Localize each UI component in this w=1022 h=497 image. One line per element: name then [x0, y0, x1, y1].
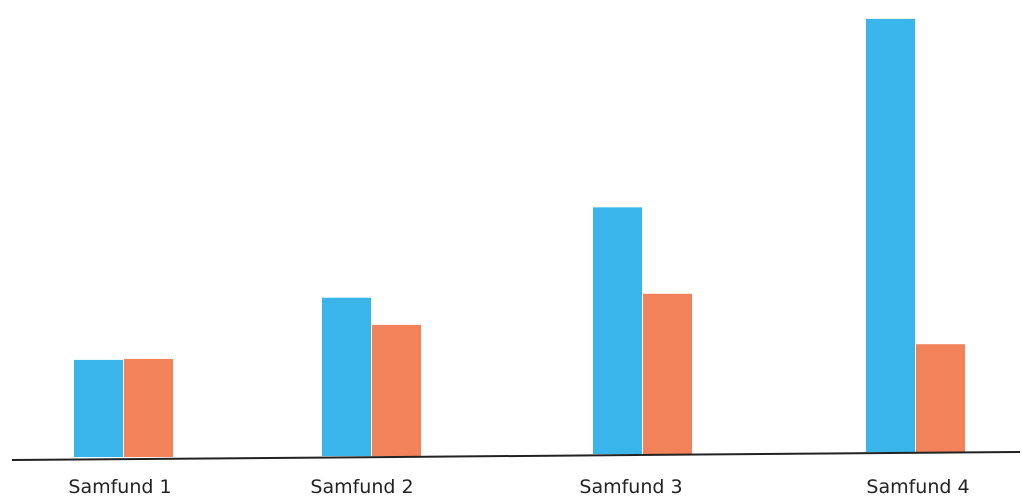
x-axis-line [11, 451, 1021, 461]
bar-2-4 [916, 344, 965, 452]
bar-1-4 [866, 18, 915, 452]
category-label: Samfund 4 [866, 476, 969, 497]
category-labels: Samfund 1 Samfund 2 Samfund 3 Samfund 4 [68, 476, 969, 497]
bar-1-1 [74, 359, 123, 457]
category-label: Samfund 2 [310, 476, 413, 497]
bar-1-2 [322, 297, 371, 456]
category-label: Samfund 3 [579, 476, 682, 497]
bar-2-1 [124, 358, 173, 457]
bars-layer [74, 18, 965, 457]
bar-2-2 [372, 324, 421, 456]
bar-1-3 [593, 207, 642, 454]
bar-2-3 [643, 293, 692, 454]
category-label: Samfund 1 [68, 476, 171, 497]
